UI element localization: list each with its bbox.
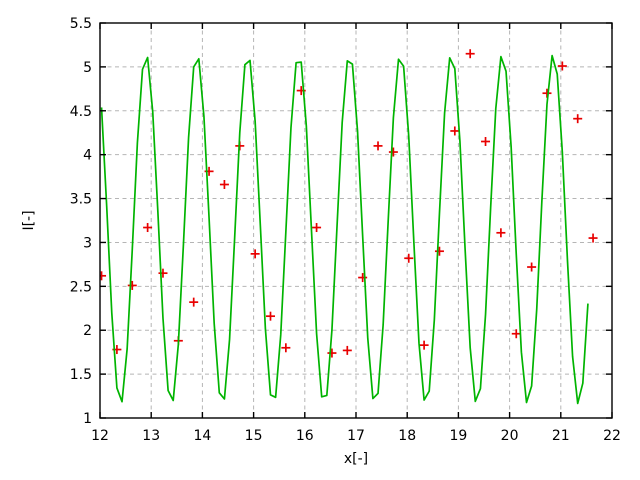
data-point-plus-marker: [127, 280, 137, 290]
x-tick-label: 14: [193, 428, 211, 444]
y-tick-label: 2.5: [70, 279, 92, 295]
data-point-plus-marker: [100, 271, 107, 281]
x-tick-label: 17: [347, 428, 365, 444]
y-tick-label: 4.5: [70, 104, 92, 120]
x-tick-label: 20: [501, 428, 519, 444]
curve-series: [100, 54, 589, 405]
data-point-plus-marker: [511, 329, 521, 339]
y-tick-label: 5.5: [70, 16, 92, 32]
x-tick-label: 18: [398, 428, 416, 444]
x-tick-label: 12: [91, 428, 109, 444]
y-tick-label: 3: [83, 235, 92, 251]
data-point-plus-marker: [358, 273, 368, 283]
x-tick-label: 16: [296, 428, 314, 444]
data-point-plus-marker: [265, 311, 275, 321]
data-point-plus-marker: [588, 233, 598, 243]
y-tick-label: 1.5: [70, 367, 92, 383]
x-tick-label: 13: [142, 428, 160, 444]
data-point-plus-marker: [527, 262, 537, 272]
tick-labels: 12 13 14 15 16 17 18 19 20 21 22 1 1.5 2 2.5 3 3.5 4 4.5 5 5…: [70, 16, 621, 444]
data-point-plus-marker: [312, 223, 322, 233]
x-axis-title: x[-]: [344, 451, 368, 467]
data-point-plus-marker: [327, 348, 337, 358]
y-axis-title: I[-]: [21, 210, 37, 230]
plot-border: [99, 22, 613, 419]
data-point-plus-marker: [342, 345, 352, 355]
data-point-plus-marker: [496, 228, 506, 238]
data-point-plus-marker: [419, 340, 429, 350]
data-point-plus-marker: [434, 246, 444, 256]
scatter-series: [100, 49, 598, 358]
data-point-plus-marker: [404, 253, 414, 263]
data-point-plus-marker: [573, 114, 583, 124]
x-tick-label: 19: [449, 428, 467, 444]
data-point-plus-marker: [481, 137, 491, 146]
data-point-plus-marker: [250, 249, 260, 259]
data-point-plus-marker: [143, 223, 153, 233]
data-point-plus-marker: [465, 49, 475, 59]
data-point-plus-marker: [450, 126, 460, 136]
y-tick-label: 1: [83, 411, 92, 427]
x-tick-label: 22: [603, 428, 621, 444]
data-point-plus-marker: [219, 180, 229, 190]
data-point-plus-marker: [373, 141, 383, 151]
x-tick-label: 15: [245, 428, 263, 444]
x-tick-label: 21: [552, 428, 570, 444]
data-point-plus-marker: [388, 147, 398, 157]
data-point-plus-marker: [557, 61, 567, 71]
y-tick-label: 5: [83, 60, 92, 76]
data-point-plus-marker: [189, 297, 199, 307]
y-tick-label: 2: [83, 323, 92, 339]
grid-lines: [100, 23, 612, 418]
y-tick-label: 3.5: [70, 192, 92, 208]
data-point-plus-marker: [281, 343, 291, 353]
y-tick-label: 4: [83, 148, 92, 164]
